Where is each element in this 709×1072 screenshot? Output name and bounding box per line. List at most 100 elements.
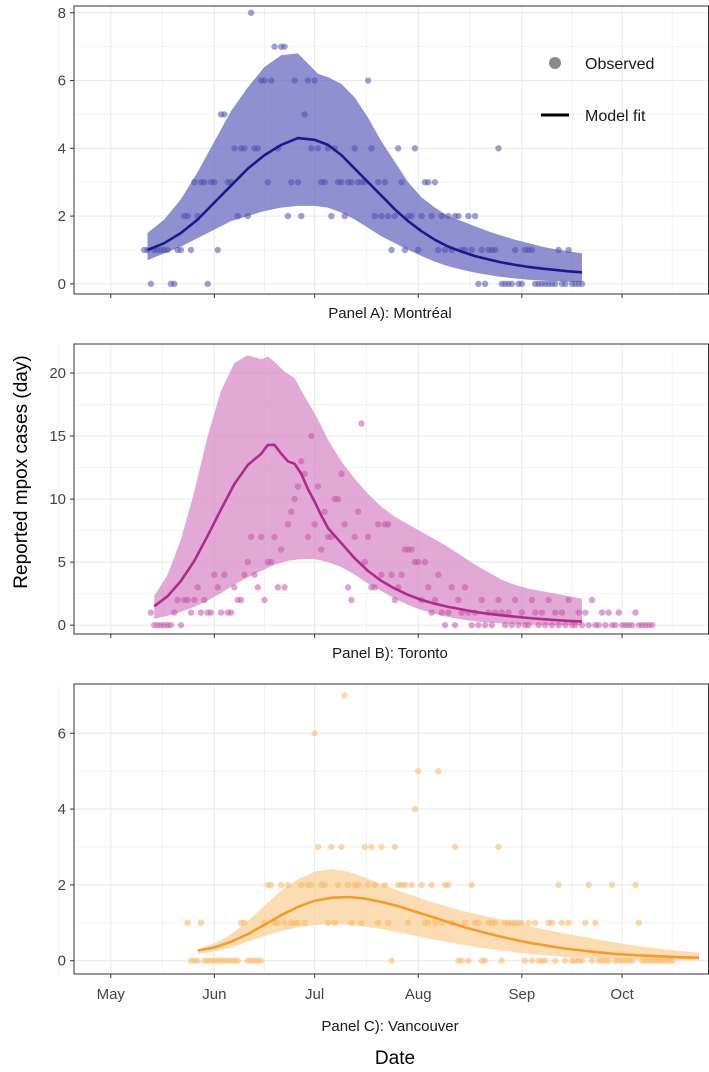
panel-a-montreal: 0 2 4 6 8 [58, 5, 709, 298]
model-fit-line [147, 136, 583, 274]
observed-point [341, 212, 348, 220]
observed-point [184, 212, 191, 220]
x-axis-title: Date [375, 1048, 415, 1069]
observed-point [284, 521, 292, 528]
observed-point [267, 558, 275, 566]
observed-point [415, 767, 422, 775]
observed-point [281, 584, 288, 591]
observed-point [555, 881, 562, 889]
observed-point [394, 145, 402, 152]
observed-point [204, 280, 211, 288]
model-fit-line [197, 895, 700, 959]
observed-point [328, 843, 335, 851]
observed-point [465, 212, 472, 220]
observed-point [371, 212, 378, 220]
observed-point [415, 246, 422, 254]
observed-point [191, 596, 198, 604]
y-tick-label: 6 [58, 725, 66, 742]
observed-point [572, 621, 579, 629]
observed-point [501, 621, 509, 629]
observed-point [528, 596, 536, 604]
observed-point [415, 558, 422, 566]
observed-point [191, 178, 198, 186]
observed-point [364, 77, 372, 84]
observed-point [578, 621, 586, 629]
observed-point [542, 957, 549, 964]
observed-point [274, 584, 282, 591]
observed-point [207, 609, 215, 616]
observed-point [548, 919, 556, 927]
observed-point [515, 621, 522, 629]
observed-point [388, 957, 395, 964]
observed-point [341, 521, 348, 528]
observed-point [669, 957, 676, 964]
observed-point [491, 919, 499, 927]
observed-point [615, 609, 622, 616]
observed-point [405, 919, 412, 927]
uncertainty-band [147, 53, 583, 283]
observed-point [418, 212, 425, 220]
observed-point [435, 571, 442, 578]
observed-point [177, 246, 185, 254]
observed-point [284, 212, 292, 220]
observed-point [294, 919, 302, 927]
observed-point [308, 881, 315, 889]
observed-point [575, 609, 582, 616]
observed-point [311, 730, 318, 737]
observed-point [358, 420, 365, 427]
observed-point [435, 767, 442, 775]
observed-point [441, 621, 449, 629]
observed-point [585, 881, 592, 889]
observed-point [608, 881, 616, 889]
observed-point [438, 212, 445, 220]
observed-point [391, 843, 399, 851]
uncertainty-band [197, 868, 699, 961]
observed-point [334, 881, 342, 889]
observed-point [435, 246, 442, 254]
observed-point [171, 280, 178, 288]
observed-point [301, 919, 308, 927]
observed-point [298, 881, 305, 889]
panel-c-caption: Panel C): Vancouver [321, 1018, 458, 1035]
observed-point [421, 558, 429, 566]
observed-point [184, 919, 191, 927]
observed-point [468, 246, 475, 254]
observed-point [401, 881, 409, 889]
observed-point [511, 596, 519, 604]
legend-model-fit-label: Model fit [585, 108, 646, 125]
observed-point [431, 596, 439, 604]
observed-point [428, 212, 435, 220]
observed-point [552, 957, 559, 964]
observed-point [324, 919, 332, 927]
observed-point [418, 881, 425, 889]
observed-point [532, 919, 539, 927]
observed-point [241, 919, 248, 927]
observed-point [354, 881, 362, 889]
observed-point [521, 957, 529, 964]
observed-point [364, 881, 372, 889]
observed-point [338, 470, 345, 478]
observed-point [468, 621, 475, 629]
observed-point [358, 919, 365, 927]
observed-point [565, 919, 572, 927]
observed-point [532, 609, 539, 616]
observed-point [164, 246, 171, 254]
y-tick-label: 2 [58, 877, 66, 894]
y-tick-label: 0 [58, 617, 66, 634]
observed-point [628, 957, 636, 964]
observed-point [445, 609, 452, 616]
observed-point [438, 609, 445, 616]
observed-point [578, 957, 586, 964]
observed-point [491, 246, 499, 254]
observed-point [348, 919, 355, 927]
observed-point [478, 246, 485, 254]
observed-point [411, 805, 419, 813]
observed-point [384, 919, 392, 927]
observed-point [294, 483, 302, 490]
observed-point [361, 843, 368, 851]
observed-point [368, 843, 375, 851]
observed-point [234, 957, 241, 964]
observed-point [211, 571, 218, 578]
y-axis-title: Reported mpox cases (day) [11, 355, 32, 588]
observed-point [241, 145, 248, 152]
